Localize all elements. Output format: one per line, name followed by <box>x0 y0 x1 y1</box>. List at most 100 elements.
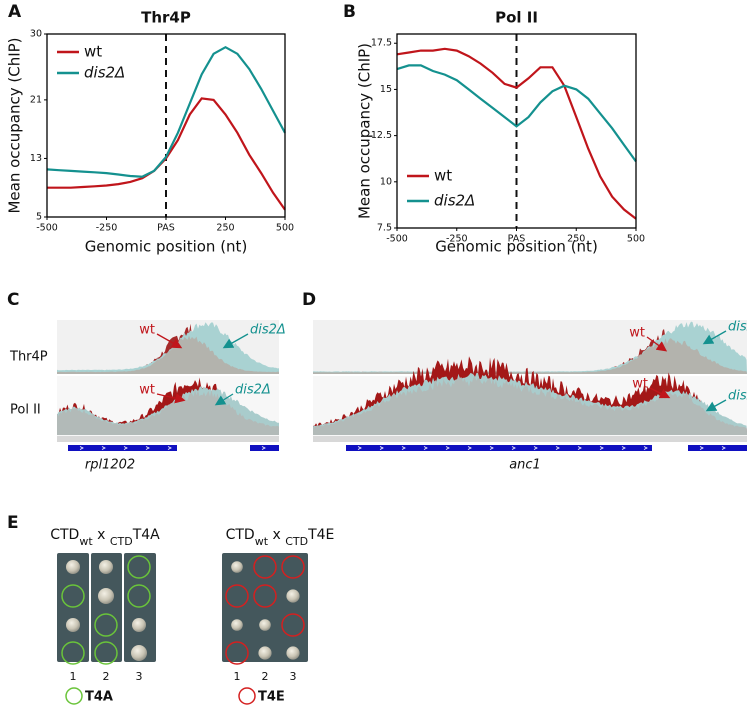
annotation-arrow <box>702 330 727 345</box>
strand-arrow <box>643 446 648 450</box>
title-part: CTD <box>110 535 133 548</box>
title-part: CTD <box>285 535 308 548</box>
strand-arrow <box>511 446 516 450</box>
title-part: T4A <box>132 527 160 543</box>
y-tick-label: 13 <box>30 153 42 164</box>
gene-name: rpl1202 <box>85 458 135 473</box>
plate <box>91 553 122 662</box>
browser-tracks <box>57 320 747 451</box>
panel-label: C <box>7 290 19 310</box>
gene-model <box>68 445 177 451</box>
legend-label: dis2Δ <box>434 192 475 210</box>
x-axis-label: Genomic position (nt) <box>85 238 248 256</box>
plot-frame <box>396 33 637 229</box>
annotation-arrow <box>156 333 183 349</box>
key-ring <box>238 687 256 705</box>
strand-arrow <box>101 446 106 450</box>
colony <box>98 588 114 604</box>
plate-title: CTDwt x CTDT4A <box>50 527 160 548</box>
column-label: 1 <box>234 670 241 683</box>
marker-ring <box>253 555 277 579</box>
key-label: T4A <box>85 690 113 705</box>
y-axis-label: Mean occupancy (ChIP) <box>356 43 374 219</box>
track-label: Thr4P <box>9 350 48 365</box>
colony <box>286 646 300 660</box>
colony <box>66 560 80 574</box>
marker-ring <box>225 641 249 665</box>
x-axis-label: Genomic position (nt) <box>435 238 598 256</box>
annotation-arrow <box>156 393 186 404</box>
strand-arrow <box>401 446 406 450</box>
strand-arrow <box>489 446 494 450</box>
plate-title: CTDwt x CTDT4E <box>226 527 335 548</box>
legend-label: wt <box>434 167 452 185</box>
colony <box>132 618 146 632</box>
strand-arrow <box>721 446 726 450</box>
strand-arrow <box>599 446 604 450</box>
marker-ring <box>253 584 277 608</box>
annotation-arrow <box>705 399 727 412</box>
strand-arrow <box>555 446 560 450</box>
column-label: 3 <box>290 670 297 683</box>
y-tick-label: 10 <box>380 176 392 187</box>
strand-arrow <box>261 446 266 450</box>
strand-arrow <box>167 446 172 450</box>
strand-arrow <box>145 446 150 450</box>
mutant-track <box>57 322 279 374</box>
title-part: CTD <box>50 527 79 543</box>
column-label: 3 <box>136 670 143 683</box>
column-label: 2 <box>103 670 110 683</box>
y-tick-label: 30 <box>30 29 42 40</box>
y-tick-label: 21 <box>30 94 42 105</box>
colony <box>131 645 147 661</box>
colony <box>231 619 243 631</box>
strand-arrow <box>123 446 128 450</box>
marker-ring <box>61 584 85 608</box>
marker-ring <box>94 641 118 665</box>
marker-ring <box>225 584 249 608</box>
panel-label: E <box>7 513 19 533</box>
strand-arrow <box>533 446 538 450</box>
data-line <box>46 45 286 178</box>
x-tick-label: 250 <box>567 234 585 245</box>
strand-arrow <box>445 446 450 450</box>
x-tick-label: -500 <box>386 234 408 245</box>
x-tick-label: -500 <box>36 223 58 234</box>
colony <box>258 646 272 660</box>
data-line <box>396 64 637 163</box>
strand-arrow <box>423 446 428 450</box>
colony <box>99 560 113 574</box>
panel-label: B <box>343 2 356 22</box>
strand-arrow <box>577 446 582 450</box>
annotation-arrow <box>222 333 249 349</box>
x-tick-label: -250 <box>96 223 118 234</box>
strand-arrow <box>357 446 362 450</box>
overlap-track <box>313 338 747 374</box>
strand-arrow <box>621 446 626 450</box>
annotation-arrow <box>214 393 234 406</box>
key-ring <box>65 687 83 705</box>
title-part: x <box>268 527 285 543</box>
chart-title: Pol II <box>495 9 538 27</box>
colony <box>66 618 80 632</box>
marker-ring <box>127 584 151 608</box>
mutant-annotation: dis2Δ <box>728 389 747 404</box>
x-tick-label: 500 <box>627 234 645 245</box>
gene-model <box>346 445 652 451</box>
column-label: 1 <box>70 670 77 683</box>
strand-arrow <box>467 446 472 450</box>
strand-arrow <box>379 446 384 450</box>
wt-annotation: wt <box>632 377 648 392</box>
mutant-annotation: dis2Δ <box>728 320 747 335</box>
x-tick-label: 500 <box>276 223 294 234</box>
title-part: T4E <box>307 527 334 543</box>
annotation-arrow <box>649 387 671 399</box>
data-line <box>396 47 637 220</box>
y-axis-label: Mean occupancy (ChIP) <box>6 37 24 213</box>
y-tick-label: 15 <box>380 84 392 95</box>
annotation-arrow <box>646 336 668 352</box>
title-part: x <box>93 527 110 543</box>
x-tick-label: PAS <box>508 234 526 245</box>
title-part: wt <box>255 535 269 548</box>
